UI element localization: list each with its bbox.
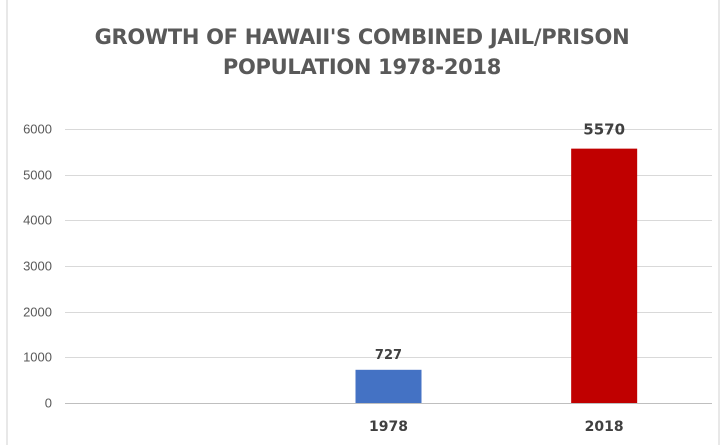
data-label-2018: 5570 bbox=[583, 121, 625, 139]
y-tick-label: 2000 bbox=[23, 305, 52, 320]
chart-title-line-2: POPULATION 1978-2018 bbox=[222, 55, 502, 79]
chart-title: GROWTH OF HAWAII'S COMBINED JAIL/PRISON … bbox=[0, 22, 724, 82]
bar-2018 bbox=[571, 148, 638, 403]
y-tick-label: 0 bbox=[45, 396, 52, 411]
y-tick-label: 3000 bbox=[23, 259, 52, 274]
bar-1978 bbox=[355, 369, 422, 403]
y-tick-label: 5000 bbox=[23, 168, 52, 183]
data-label-1978: 727 bbox=[375, 348, 402, 363]
y-tick-label: 1000 bbox=[23, 350, 52, 365]
x-tick-label: 1978 bbox=[369, 419, 408, 435]
y-tick-label: 4000 bbox=[23, 213, 52, 228]
x-tick-label: 2018 bbox=[585, 419, 624, 435]
chart-title-line-1: GROWTH OF HAWAII'S COMBINED JAIL/PRISON bbox=[94, 25, 630, 49]
y-tick-label: 6000 bbox=[23, 122, 52, 137]
